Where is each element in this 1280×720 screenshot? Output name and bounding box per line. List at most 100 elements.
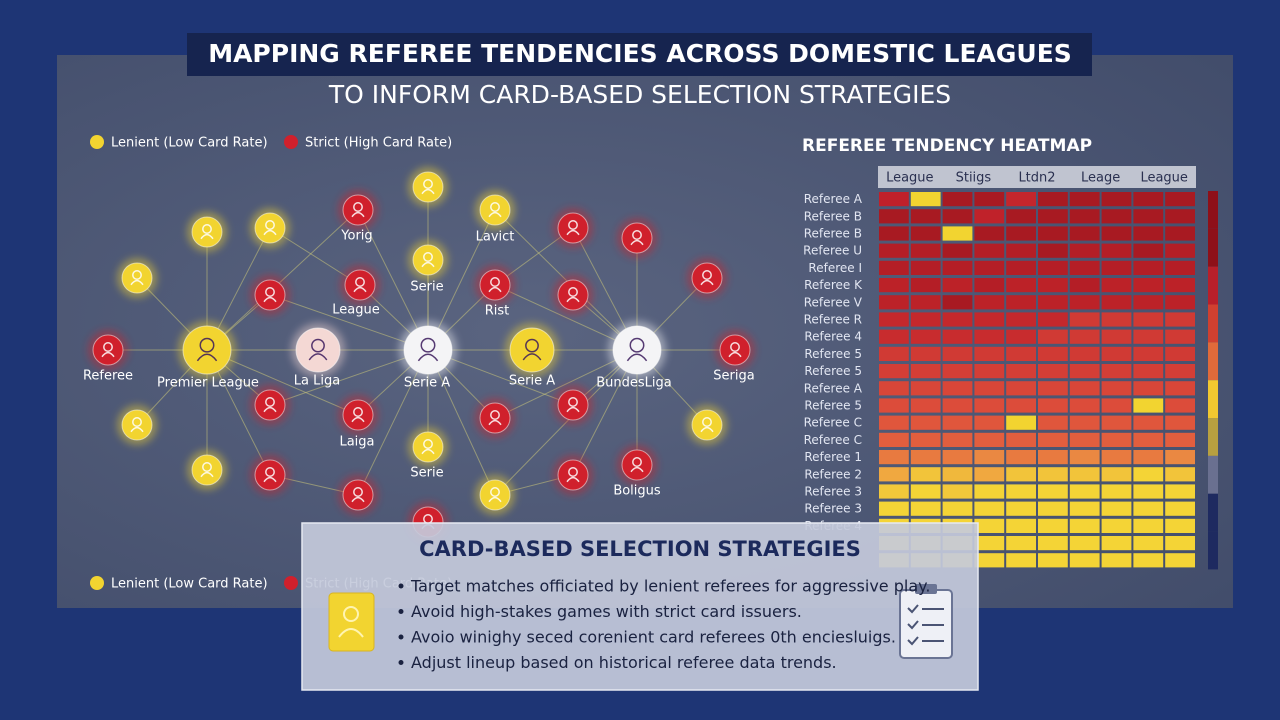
heatmap-cell: [1038, 536, 1068, 551]
row-label: Referee B: [804, 227, 862, 241]
heatmap-header: [878, 166, 1196, 188]
row-label: Referee 2: [804, 467, 862, 481]
heatmap-cell: [1133, 209, 1164, 224]
node: [121, 409, 153, 441]
subtitle: TO INFORM CARD-BASED SELECTION STRATEGIE…: [328, 80, 951, 109]
node-icon: [263, 229, 277, 236]
heatmap-cell: [974, 295, 1005, 310]
heatmap-cell: [1006, 398, 1036, 413]
heatmap-cell: [1038, 278, 1068, 293]
node-icon: [132, 417, 142, 427]
node: [254, 459, 286, 491]
heatmap-cell: [974, 398, 1005, 413]
node: [557, 279, 589, 311]
heatmap-cell: [879, 295, 909, 310]
node-label: League: [332, 303, 379, 318]
node: [191, 454, 223, 486]
heatmap-cell: [942, 467, 973, 482]
heatmap-cell: [974, 192, 1005, 207]
heatmap-cell: [1069, 450, 1100, 465]
heatmap-cell: [974, 553, 1005, 568]
heatmap-cell: [1069, 278, 1100, 293]
node-icon: [265, 287, 275, 297]
heatmap-cell: [1101, 312, 1132, 327]
heatmap-cell: [910, 295, 941, 310]
node-icon: [488, 211, 502, 218]
node-label: Serie A: [404, 376, 450, 391]
heatmap-cell: [1101, 501, 1132, 516]
heatmap-cell: [910, 415, 941, 430]
node: [557, 459, 589, 491]
node-icon: [351, 211, 365, 218]
heatmap-cell: [1101, 329, 1132, 344]
node-icon: [308, 353, 328, 361]
heatmap-cell: [879, 484, 909, 499]
heatmap-cell: [910, 209, 941, 224]
node-icon: [202, 224, 212, 234]
node-icon: [630, 239, 644, 246]
heatmap-cell: [1069, 415, 1100, 430]
heatmap-cell: [1133, 415, 1164, 430]
heatmap-cell: [974, 518, 1005, 533]
node: [254, 212, 286, 244]
heatmap-cell: [942, 295, 973, 310]
heatmap-cell: [910, 432, 941, 447]
heatmap-cell: [1006, 415, 1036, 430]
strategy-card: CARD-BASED SELECTION STRATEGIES Target m…: [301, 522, 979, 691]
heatmap-cell: [1006, 381, 1036, 396]
node-icon: [351, 416, 365, 423]
heatmap-cell: [1038, 518, 1068, 533]
heatmap-cell: [879, 226, 909, 241]
row-label: Referee R: [804, 313, 862, 327]
column-label: Leage: [1081, 171, 1120, 186]
heatmap-cell: [974, 278, 1005, 293]
heatmap-cell: [1006, 484, 1036, 499]
heatmap-cell: [1133, 536, 1164, 551]
heatmap-cell: [1069, 381, 1100, 396]
node-icon: [263, 406, 277, 413]
heatmap-cell: [974, 364, 1005, 379]
heatmap-cell: [942, 209, 973, 224]
node-icon: [101, 351, 115, 358]
node-icon: [196, 353, 218, 362]
heatmap-cell: [1133, 501, 1164, 516]
node-icon: [130, 279, 144, 286]
node-icon: [488, 286, 502, 293]
node: [254, 389, 286, 421]
clipboard-clip: [915, 584, 937, 594]
heatmap-cell: [1069, 312, 1100, 327]
heatmap-cell: [1006, 329, 1036, 344]
heatmap-cell: [879, 192, 909, 207]
heatmap-cell: [879, 467, 909, 482]
heatmap-cell: [1069, 209, 1100, 224]
heatmap-cell: [879, 243, 909, 258]
heatmap-cell: [974, 329, 1005, 344]
row-label: Referee 4: [804, 330, 862, 344]
heatmap-cell: [1006, 278, 1036, 293]
heatmap-cell: [1038, 295, 1068, 310]
heatmap-cell: [1101, 278, 1132, 293]
node-label: Referee: [83, 369, 133, 384]
heatmap-cell: [1133, 484, 1164, 499]
node-icon: [566, 476, 580, 483]
heatmap-cell: [910, 398, 941, 413]
heatmap-cell: [1133, 260, 1164, 275]
heatmap-cell: [1165, 553, 1195, 568]
node: [509, 327, 555, 373]
node-label: Laiga: [339, 435, 374, 450]
heatmap-cell: [1006, 432, 1036, 447]
heatmap-cell: [1006, 536, 1036, 551]
node: [719, 334, 751, 366]
heatmap-cell: [942, 381, 973, 396]
scale-segment: [1208, 304, 1218, 343]
heatmap-cell: [879, 364, 909, 379]
node: [412, 431, 444, 463]
heatmap-cell: [1165, 312, 1195, 327]
heatmap-cell: [1101, 209, 1132, 224]
node-icon: [353, 286, 367, 293]
heatmap-cell: [1133, 329, 1164, 344]
heatmap-cell: [1006, 553, 1036, 568]
heatmap-cell: [910, 243, 941, 258]
card-icon: [328, 592, 375, 652]
node-icon: [568, 397, 578, 407]
